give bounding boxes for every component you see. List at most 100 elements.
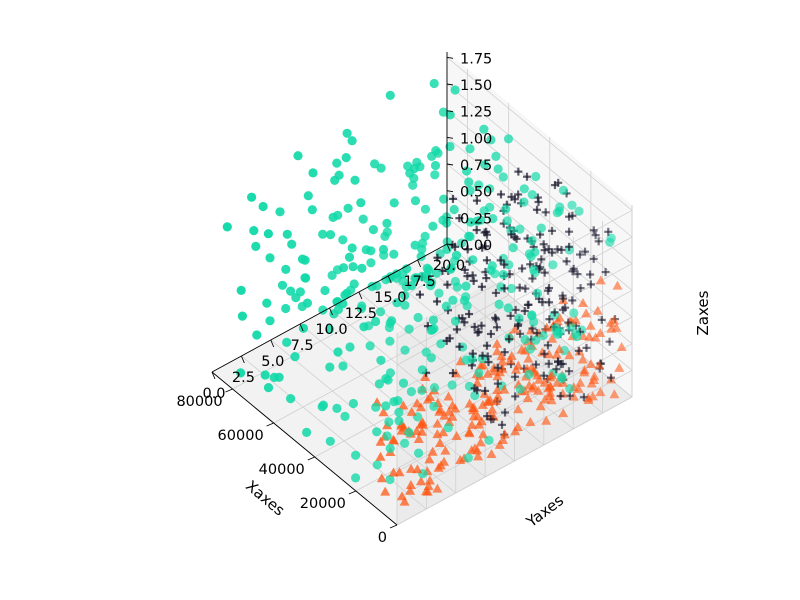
series-0-point bbox=[492, 338, 502, 348]
series-2-point bbox=[357, 263, 367, 273]
series-0-point bbox=[482, 368, 493, 378]
series-1-point bbox=[477, 282, 486, 291]
series-2-point bbox=[389, 198, 399, 208]
series-2-point bbox=[237, 311, 247, 321]
series-0-point bbox=[541, 415, 552, 425]
series-0-point bbox=[494, 439, 505, 449]
series-2-point bbox=[286, 286, 296, 296]
series-0-point bbox=[534, 374, 545, 384]
series-1-point bbox=[480, 228, 489, 237]
y-tick bbox=[299, 323, 304, 332]
series-0-point bbox=[399, 496, 410, 506]
series-1-point bbox=[496, 256, 505, 265]
series-2-point bbox=[382, 227, 392, 237]
series-2-point bbox=[325, 436, 335, 446]
series-2-point bbox=[519, 184, 529, 194]
series-0-point bbox=[547, 333, 558, 343]
series-0-point bbox=[612, 280, 623, 290]
series-2-point bbox=[374, 379, 384, 389]
series-0-point bbox=[388, 467, 399, 477]
series-2-point bbox=[498, 269, 508, 280]
series-0-point bbox=[585, 359, 596, 368]
series-0-point bbox=[585, 320, 596, 330]
series-1-point bbox=[528, 274, 537, 283]
z-tick bbox=[446, 190, 454, 193]
series-1-point bbox=[448, 369, 457, 378]
series-0-point bbox=[492, 385, 503, 394]
series-1-point bbox=[483, 412, 492, 421]
z-tick-label: 1.25 bbox=[460, 105, 492, 121]
series-0-point bbox=[433, 462, 444, 472]
series-1-point bbox=[470, 384, 479, 393]
series-0-point bbox=[455, 455, 466, 464]
series-0-point bbox=[581, 308, 592, 318]
series-2-point bbox=[371, 402, 381, 412]
series-1-point bbox=[500, 348, 509, 357]
series-0-point bbox=[540, 394, 551, 404]
series-1-point bbox=[468, 349, 477, 358]
series-2-point bbox=[463, 453, 473, 463]
series-1-point bbox=[576, 250, 585, 259]
x-tick-label: 20000 bbox=[300, 496, 346, 512]
series-0-point bbox=[543, 383, 554, 393]
series-2-point bbox=[410, 196, 421, 206]
z-tick bbox=[446, 216, 454, 219]
series-2-point bbox=[290, 352, 300, 362]
series-0-point bbox=[546, 370, 557, 380]
series-0-point bbox=[595, 275, 606, 285]
z-tick-label: 1.00 bbox=[460, 131, 492, 147]
series-2-point bbox=[428, 315, 438, 325]
series-1-point bbox=[481, 386, 490, 395]
series-2-point bbox=[308, 168, 318, 178]
z-tick-label: 0.50 bbox=[460, 185, 492, 201]
series-2-point bbox=[302, 427, 312, 437]
series-0-point bbox=[496, 351, 507, 361]
y-tick bbox=[358, 291, 363, 300]
series-2-point bbox=[349, 279, 359, 289]
series-2-point bbox=[303, 191, 313, 201]
series-0-point bbox=[415, 419, 426, 429]
x-tick bbox=[348, 490, 357, 495]
series-2-point bbox=[394, 416, 404, 426]
series-1-point bbox=[569, 264, 578, 273]
series-2-point bbox=[372, 460, 382, 470]
x-tick-label: 80000 bbox=[176, 394, 222, 410]
series-0-point bbox=[513, 360, 524, 370]
series-2-point bbox=[515, 384, 525, 394]
series-2-point bbox=[441, 218, 452, 228]
y-tick-label: 10.0 bbox=[315, 322, 347, 338]
series-1-point bbox=[565, 227, 574, 236]
series-1-point bbox=[573, 270, 582, 279]
series-2-point bbox=[449, 204, 459, 215]
series-2-point bbox=[347, 136, 357, 146]
series-1-point bbox=[564, 318, 573, 327]
series-2-point bbox=[347, 243, 357, 253]
series-1-point bbox=[469, 276, 478, 285]
series-2-point bbox=[342, 128, 352, 138]
series-2-point bbox=[485, 184, 495, 194]
series-1-point bbox=[605, 337, 614, 346]
series-1-point bbox=[544, 359, 553, 368]
series-2-point bbox=[333, 347, 343, 357]
series-2-point bbox=[348, 262, 358, 272]
series-0-point bbox=[492, 346, 503, 356]
series-2-point bbox=[338, 263, 349, 273]
series-1-point bbox=[463, 272, 472, 281]
series-2-point bbox=[385, 443, 395, 453]
series-2-point bbox=[351, 450, 361, 460]
series-0-point bbox=[474, 419, 485, 429]
series-1-point bbox=[487, 415, 496, 424]
series-2-point bbox=[508, 243, 518, 253]
series-2-point bbox=[320, 285, 330, 296]
series-0-point bbox=[435, 438, 445, 447]
series-0-point bbox=[380, 486, 391, 496]
series-0-point bbox=[551, 349, 562, 359]
series-2-point bbox=[340, 290, 350, 300]
series-0-point bbox=[396, 420, 407, 430]
series-2-point bbox=[325, 324, 335, 334]
series-2-point bbox=[404, 427, 414, 438]
series-2-point bbox=[461, 281, 471, 291]
series-2-point bbox=[340, 411, 350, 421]
series-2-point bbox=[430, 170, 440, 180]
x-tick-label: 60000 bbox=[218, 428, 264, 444]
